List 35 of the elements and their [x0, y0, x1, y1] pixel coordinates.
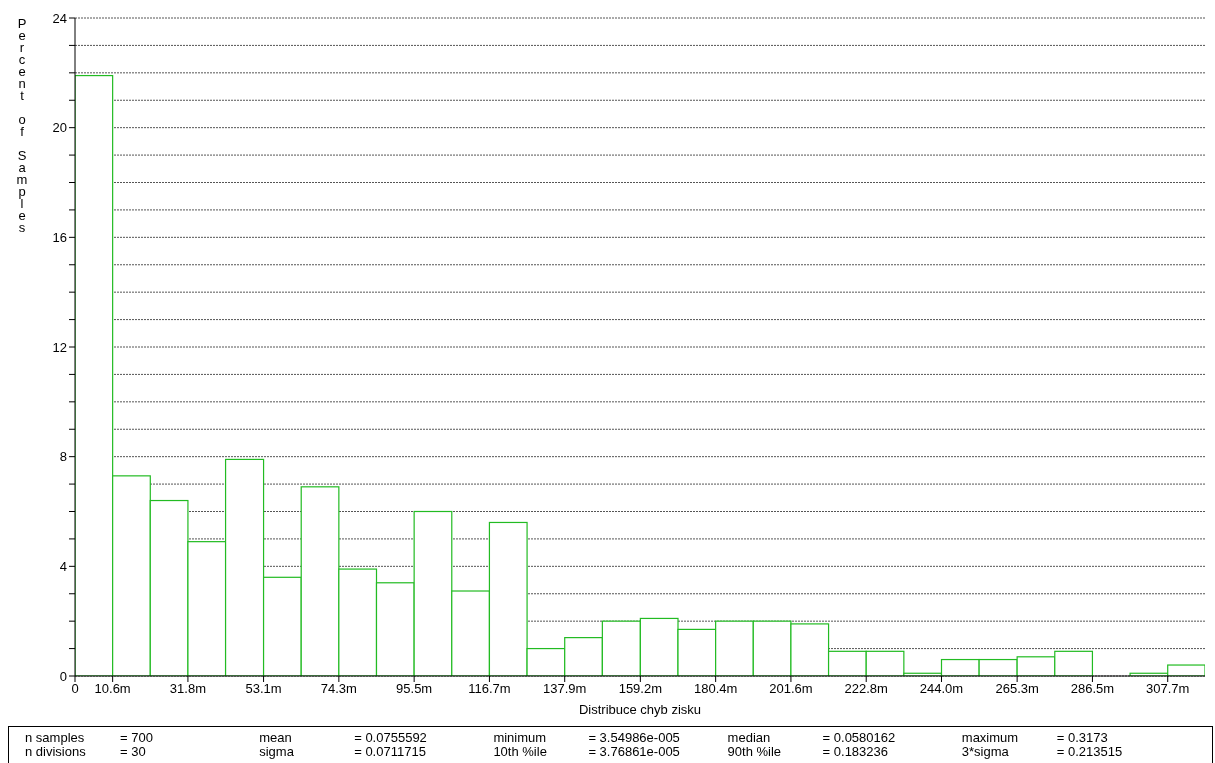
text: 90th %ile = 0.183236 — [727, 744, 889, 759]
x-tick-label: 159.2m — [618, 681, 663, 697]
y-tick-label: 24 — [52, 10, 67, 26]
x-tick-label: 95.5m — [396, 681, 433, 697]
text: minimum = 3.54986e-005 — [493, 730, 680, 745]
text: n divisions = 30 — [25, 744, 146, 759]
x-tick-label: 53.1m — [245, 681, 282, 697]
y-tick-label: 0 — [59, 668, 67, 684]
x-axis-title: Distribuce chyb zisku — [578, 702, 702, 717]
x-tick-label: 244.0m — [919, 681, 964, 697]
text: maximum = 0.3173 — [961, 730, 1108, 745]
text: n samples = 700 — [25, 730, 153, 745]
x-tick-label: 222.8m — [844, 681, 888, 697]
y-tick-label: 12 — [52, 339, 67, 355]
x-tick-label: 0 — [71, 681, 79, 697]
text: 3*sigma = 0.213515 — [961, 744, 1123, 759]
text: 10th %ile = 3.76861e-005 — [493, 744, 680, 759]
x-tick-label: 137.9m — [543, 681, 587, 697]
x-tick-label: 116.7m — [468, 681, 511, 697]
y-tick-label: 8 — [59, 449, 67, 465]
text: mean = 0.0755592 — [259, 730, 427, 745]
x-tick-label: 201.6m — [769, 681, 813, 697]
x-tick-label: 74.3m — [320, 681, 357, 697]
x-tick-label: 180.4m — [693, 681, 738, 697]
y-tick-label: 16 — [52, 229, 67, 245]
x-tick-label: 286.5m — [1070, 681, 1115, 697]
text: sigma = 0.0711715 — [259, 744, 426, 759]
text: Percent of Samples — [16, 16, 28, 235]
text: median = 0.0580162 — [727, 730, 896, 745]
y-tick-label: 20 — [52, 120, 67, 136]
x-tick-label: 307.7m — [1146, 681, 1190, 697]
y-tick-label: 4 — [59, 558, 67, 574]
x-tick-label: 265.3m — [995, 681, 1039, 697]
x-tick-label: 10.6m — [94, 681, 131, 697]
x-tick-label: 31.8m — [169, 681, 206, 697]
